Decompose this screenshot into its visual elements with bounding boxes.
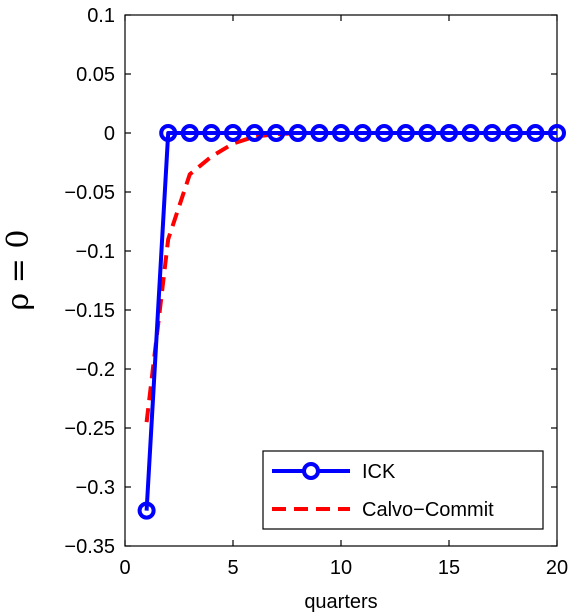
ick-data-point (548, 124, 566, 142)
ick-data-point (353, 124, 372, 142)
legend-marker-ick (302, 462, 320, 480)
y-tick-label: −0.25 (64, 418, 115, 440)
legend: ICK Calvo−Commit (262, 450, 544, 530)
ick-data-point (504, 124, 523, 142)
ick-data-point (418, 124, 437, 142)
ick-data-point (202, 124, 221, 142)
x-axis-ticks: 0 5 10 15 20 (119, 15, 568, 579)
ick-data-point (396, 124, 415, 142)
x-tick-label: 0 (119, 557, 130, 579)
y-tick-label: 0.05 (76, 64, 115, 86)
ick-data-point (180, 124, 199, 142)
ick-data-point (137, 501, 156, 520)
x-tick-label: 20 (546, 557, 568, 579)
ick-data-point (267, 124, 286, 142)
x-tick-label: 10 (330, 557, 352, 579)
ick-data-point (224, 124, 242, 142)
ick-data-point (332, 124, 350, 142)
y-tick-label: −0.05 (64, 182, 115, 204)
y-tick-label: 0.1 (87, 5, 115, 27)
ick-data-point (375, 124, 394, 142)
x-tick-label: 5 (227, 557, 238, 579)
y-tick-label: −0.1 (76, 241, 115, 263)
ick-data-point (310, 124, 329, 142)
ick-data-point (461, 124, 480, 142)
y-tick-label: −0.3 (76, 477, 115, 499)
ick-data-point (483, 124, 502, 142)
legend-label-ick: ICK (362, 461, 396, 483)
x-tick-label: 15 (438, 557, 460, 579)
y-axis-ticks: −0.35 −0.3 −0.25 −0.2 −0.15 −0.1 −0.05 0 0.05 0.1 (64, 5, 557, 558)
y-tick-label: −0.35 (64, 536, 115, 558)
y-axis-label: ρ = 0 (1, 230, 36, 311)
y-tick-label: −0.2 (76, 359, 115, 381)
ick-data-point (526, 124, 545, 142)
ick-data-point (245, 124, 264, 142)
legend-label-calvo: Calvo−Commit (362, 499, 494, 521)
y-tick-label: −0.15 (64, 300, 115, 322)
y-tick-label: 0 (104, 123, 115, 145)
ick-data-point (288, 124, 307, 142)
x-axis-label: quarters (304, 591, 377, 612)
ick-data-point (159, 124, 178, 142)
ick-data-point (440, 124, 458, 142)
series-layer (137, 124, 566, 520)
series-line-ick (144, 131, 557, 511)
